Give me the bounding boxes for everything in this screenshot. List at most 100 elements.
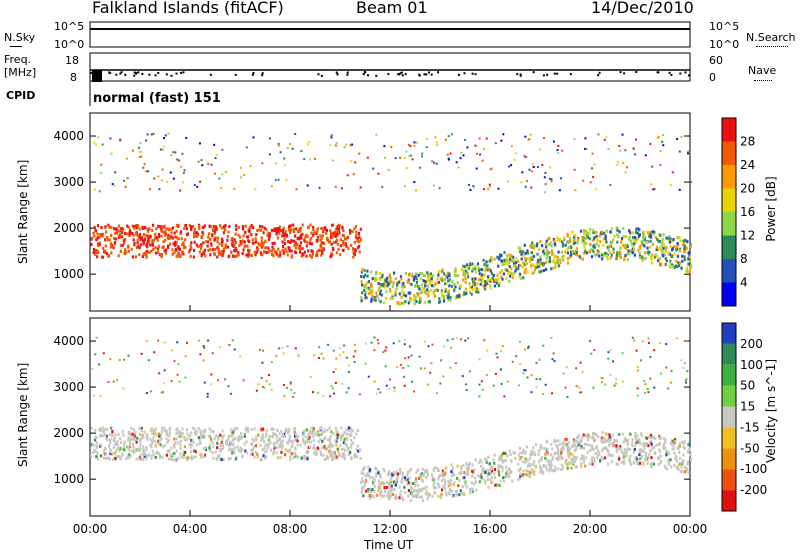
data-cell [565, 437, 568, 441]
data-cell [651, 165, 654, 168]
data-cell [228, 344, 231, 347]
y-tick-label: 4000 [53, 129, 84, 143]
data-cell [396, 475, 399, 479]
data-cell [163, 238, 167, 242]
data-cell [508, 257, 512, 261]
data-cell [378, 272, 382, 276]
data-cell [280, 442, 283, 446]
data-cell [361, 479, 364, 483]
data-cell [260, 239, 263, 243]
data-cell [111, 183, 114, 186]
data-cell [472, 282, 475, 286]
data-cell [332, 452, 336, 456]
data-cell [383, 469, 386, 473]
data-cell [277, 178, 280, 181]
data-cell [377, 342, 380, 345]
data-cell [444, 490, 447, 494]
data-cell [636, 439, 639, 443]
data-cell [265, 432, 268, 436]
data-cell [378, 292, 382, 296]
data-cell [514, 265, 518, 269]
data-cell [633, 447, 636, 451]
data-cell [127, 438, 130, 442]
data-cell [337, 450, 340, 454]
data-cell [360, 296, 363, 300]
data-cell [376, 392, 379, 395]
data-cell [562, 372, 565, 375]
data-cell [298, 250, 302, 254]
data-cell [442, 375, 445, 378]
data-cell [493, 461, 496, 465]
data-cell [198, 339, 201, 342]
data-cell [430, 362, 433, 365]
data-cell [625, 454, 628, 458]
data-cell [392, 470, 395, 474]
data-cell [181, 427, 184, 431]
data-cell [486, 478, 490, 482]
data-cell [119, 243, 123, 247]
data-cell [175, 437, 178, 441]
data-cell [311, 227, 315, 231]
data-cell [394, 290, 397, 294]
data-cell [608, 433, 611, 437]
data-cell [589, 181, 592, 184]
data-cell [240, 432, 243, 436]
data-cell [358, 244, 361, 248]
data-cell [497, 277, 500, 281]
data-cell [392, 281, 395, 285]
data-cell [590, 457, 593, 461]
data-cell [520, 257, 523, 261]
data-cell [378, 286, 381, 290]
data-cell [272, 427, 275, 431]
data-cell [413, 180, 416, 183]
data-cell [521, 265, 524, 269]
data-cell [332, 387, 335, 390]
data-cell [345, 356, 348, 359]
data-cell [580, 465, 583, 469]
data-cell [459, 157, 462, 160]
data-cell [513, 451, 516, 455]
data-cell [92, 394, 95, 397]
data-cell [526, 458, 529, 462]
data-cell [440, 359, 443, 362]
data-cell [669, 237, 672, 241]
data-cell [332, 241, 335, 245]
data-cell [634, 456, 637, 460]
data-cell [259, 242, 263, 246]
data-cell [437, 273, 440, 277]
data-cell [145, 457, 148, 461]
data-cell [466, 467, 470, 471]
data-cell [498, 483, 501, 487]
data-cell [350, 456, 353, 460]
data-cell [345, 391, 348, 394]
data-cell [109, 448, 112, 452]
data-cell [453, 473, 456, 477]
data-cell [94, 253, 97, 257]
data-cell [462, 273, 465, 277]
nave-dot [261, 74, 264, 77]
freq-label: Freq. [4, 53, 32, 66]
data-cell [159, 439, 162, 443]
data-cell [463, 265, 466, 269]
data-cell [588, 448, 592, 452]
data-cell [613, 438, 616, 442]
data-cell [644, 391, 647, 394]
data-cell [451, 338, 454, 341]
data-cell [154, 444, 157, 448]
data-cell [203, 434, 206, 438]
data-cell [479, 282, 482, 286]
data-cell [150, 439, 154, 443]
data-cell [551, 266, 554, 270]
data-cell [418, 488, 421, 492]
nave-dot [335, 71, 338, 74]
data-cell [106, 456, 109, 460]
data-cell [573, 168, 576, 171]
data-cell [237, 225, 240, 229]
data-cell [263, 446, 266, 450]
data-cell [206, 392, 209, 395]
data-cell [422, 274, 425, 278]
data-cell [619, 256, 622, 260]
data-cell [420, 283, 423, 287]
data-cell [535, 243, 538, 247]
data-cell [239, 436, 242, 440]
